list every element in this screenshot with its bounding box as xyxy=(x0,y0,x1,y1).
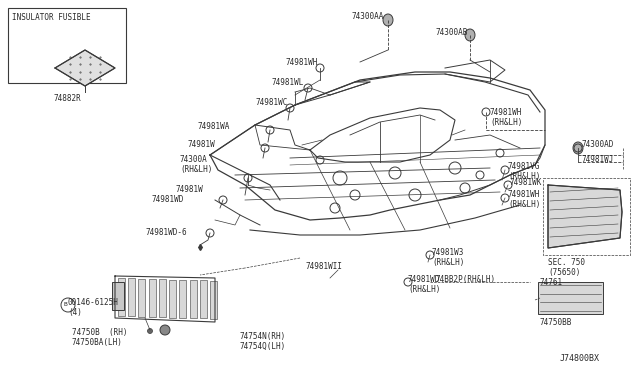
Bar xyxy=(112,282,124,310)
Bar xyxy=(169,279,176,317)
Ellipse shape xyxy=(573,142,583,154)
Polygon shape xyxy=(548,185,622,248)
Text: B: B xyxy=(63,302,67,308)
Text: 74300A
(RH&LH): 74300A (RH&LH) xyxy=(180,155,212,174)
Text: 74300AA: 74300AA xyxy=(352,12,385,21)
Text: 74981WJ: 74981WJ xyxy=(582,155,614,164)
Text: 74750B  (RH)
74750BA(LH): 74750B (RH) 74750BA(LH) xyxy=(72,328,127,347)
Text: 74981WD-6: 74981WD-6 xyxy=(145,228,187,237)
Text: 74BB2P(RH&LH): 74BB2P(RH&LH) xyxy=(435,275,495,284)
Text: 74981WH: 74981WH xyxy=(285,58,317,67)
Bar xyxy=(189,280,196,318)
Bar xyxy=(159,279,166,317)
Bar xyxy=(118,278,125,316)
Text: 74981WD: 74981WD xyxy=(152,195,184,204)
Text: 74981WH
(RH&LH): 74981WH (RH&LH) xyxy=(490,108,522,127)
Text: 74981VG
(RH&LH): 74981VG (RH&LH) xyxy=(508,162,540,182)
Bar xyxy=(179,280,186,318)
Text: 74300AB: 74300AB xyxy=(435,28,467,37)
Text: 74761: 74761 xyxy=(540,278,563,287)
Text: 74981WA: 74981WA xyxy=(198,122,230,131)
Bar xyxy=(200,280,207,318)
Polygon shape xyxy=(55,50,115,86)
Text: 74300AD: 74300AD xyxy=(582,140,614,149)
Text: 74981WD
(RH&LH): 74981WD (RH&LH) xyxy=(408,275,440,294)
Text: 74981WH
(RH&LH): 74981WH (RH&LH) xyxy=(508,190,540,209)
Text: 74882R: 74882R xyxy=(53,94,81,103)
Text: J74800BX: J74800BX xyxy=(560,354,600,363)
Ellipse shape xyxy=(465,29,475,41)
Text: 74981WII: 74981WII xyxy=(305,262,342,271)
Text: 74981WC: 74981WC xyxy=(255,98,287,107)
Text: SEC. 750
(75650): SEC. 750 (75650) xyxy=(548,258,585,278)
Text: 74981W: 74981W xyxy=(188,140,216,149)
Bar xyxy=(148,279,156,317)
Text: 74750BB: 74750BB xyxy=(540,318,572,327)
Text: 74981W3
(RH&LH): 74981W3 (RH&LH) xyxy=(432,248,465,267)
Bar xyxy=(138,279,145,317)
Bar xyxy=(8,8,126,83)
Circle shape xyxy=(160,325,170,335)
Text: 74754N(RH)
74754Q(LH): 74754N(RH) 74754Q(LH) xyxy=(240,332,286,352)
Bar xyxy=(210,281,217,319)
Bar xyxy=(128,278,135,316)
Ellipse shape xyxy=(383,14,393,26)
Text: 00146-6125H
(4): 00146-6125H (4) xyxy=(68,298,119,317)
Bar xyxy=(538,282,603,314)
Text: INSULATOR FUSIBLE: INSULATOR FUSIBLE xyxy=(12,13,91,22)
Circle shape xyxy=(147,328,152,334)
Text: 74981W: 74981W xyxy=(175,185,203,194)
Text: 74981WL: 74981WL xyxy=(272,78,305,87)
Text: 74981WK: 74981WK xyxy=(510,178,542,187)
